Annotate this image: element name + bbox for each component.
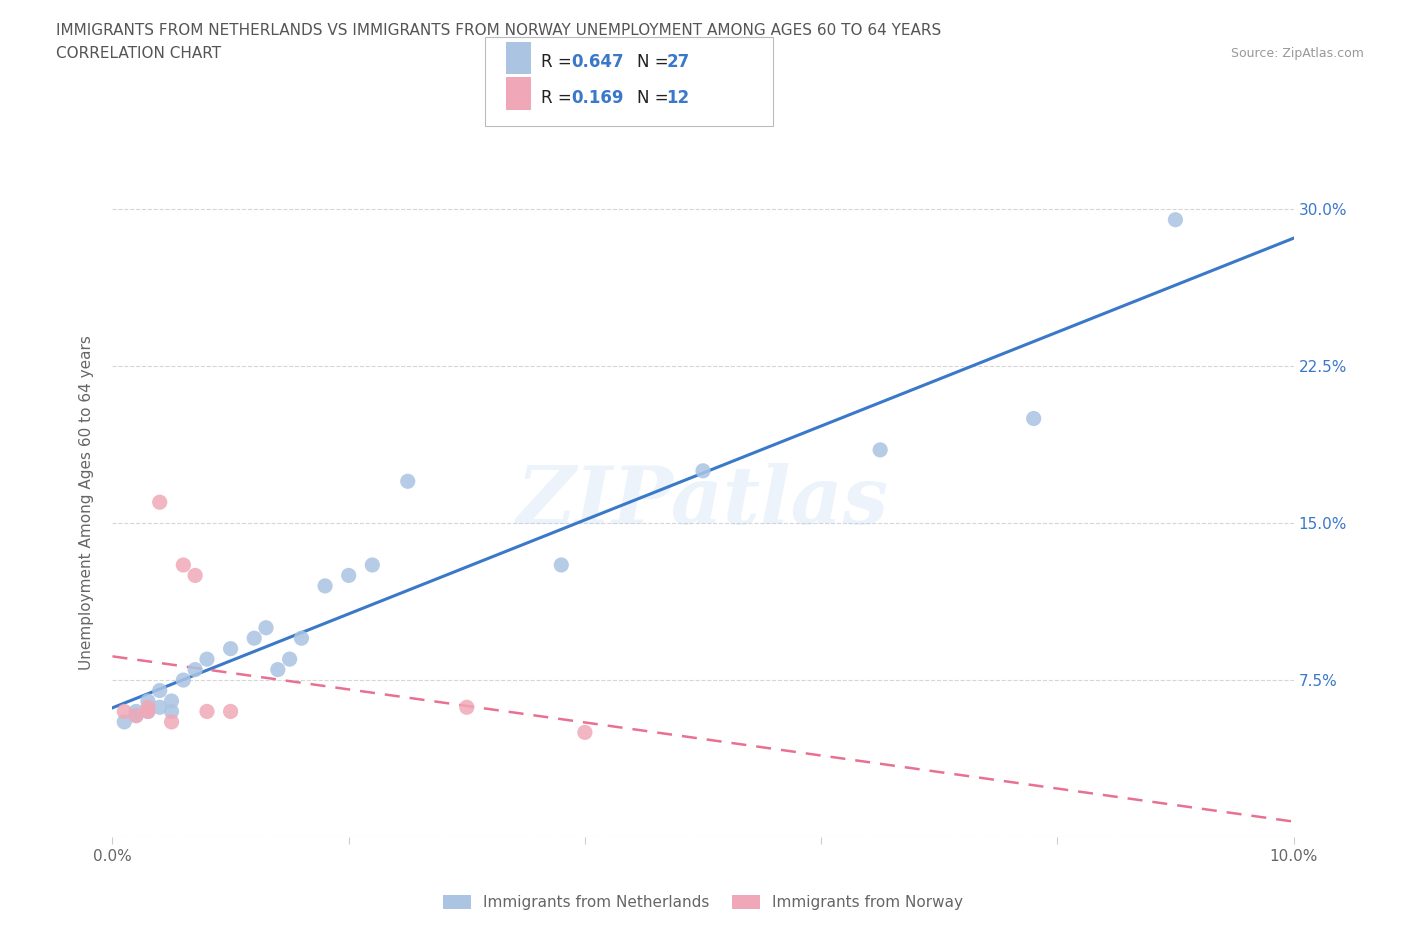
Text: 0.647: 0.647 bbox=[571, 53, 623, 72]
Text: 12: 12 bbox=[666, 88, 689, 107]
Point bbox=[136, 704, 159, 719]
Point bbox=[396, 474, 419, 489]
Point bbox=[125, 704, 148, 719]
Text: N =: N = bbox=[637, 53, 673, 72]
Text: ZIPatlas: ZIPatlas bbox=[517, 463, 889, 541]
Point bbox=[574, 725, 596, 740]
Point bbox=[456, 700, 478, 715]
Point bbox=[136, 694, 159, 709]
Point bbox=[337, 568, 360, 583]
Point bbox=[112, 714, 135, 729]
Point bbox=[136, 700, 159, 715]
Point bbox=[136, 704, 159, 719]
Point bbox=[692, 463, 714, 478]
Text: R =: R = bbox=[541, 88, 578, 107]
Text: R =: R = bbox=[541, 53, 578, 72]
Point bbox=[219, 642, 242, 657]
Point bbox=[195, 652, 218, 667]
Text: IMMIGRANTS FROM NETHERLANDS VS IMMIGRANTS FROM NORWAY UNEMPLOYMENT AMONG AGES 60: IMMIGRANTS FROM NETHERLANDS VS IMMIGRANT… bbox=[56, 23, 942, 38]
Text: N =: N = bbox=[637, 88, 673, 107]
Point bbox=[361, 558, 384, 573]
Point bbox=[125, 709, 148, 724]
Text: 27: 27 bbox=[666, 53, 690, 72]
Y-axis label: Unemployment Among Ages 60 to 64 years: Unemployment Among Ages 60 to 64 years bbox=[79, 335, 94, 670]
Text: 0.169: 0.169 bbox=[571, 88, 623, 107]
Point bbox=[184, 568, 207, 583]
Point bbox=[267, 662, 290, 677]
Point bbox=[1164, 212, 1187, 227]
Point bbox=[149, 683, 172, 698]
Point bbox=[278, 652, 301, 667]
Point bbox=[149, 700, 172, 715]
Point bbox=[172, 558, 194, 573]
Point bbox=[160, 714, 183, 729]
Point bbox=[172, 672, 194, 687]
Point bbox=[219, 704, 242, 719]
Text: Source: ZipAtlas.com: Source: ZipAtlas.com bbox=[1230, 46, 1364, 60]
Point bbox=[1022, 411, 1045, 426]
Point bbox=[112, 704, 135, 719]
Point bbox=[184, 662, 207, 677]
Point bbox=[160, 704, 183, 719]
Point bbox=[869, 443, 891, 458]
Point bbox=[149, 495, 172, 510]
Point bbox=[550, 558, 572, 573]
Text: CORRELATION CHART: CORRELATION CHART bbox=[56, 46, 221, 61]
Point bbox=[290, 631, 312, 645]
Point bbox=[125, 709, 148, 724]
Legend: Immigrants from Netherlands, Immigrants from Norway: Immigrants from Netherlands, Immigrants … bbox=[437, 889, 969, 916]
Point bbox=[160, 694, 183, 709]
Point bbox=[195, 704, 218, 719]
Point bbox=[314, 578, 336, 593]
Point bbox=[243, 631, 266, 645]
Point bbox=[254, 620, 277, 635]
